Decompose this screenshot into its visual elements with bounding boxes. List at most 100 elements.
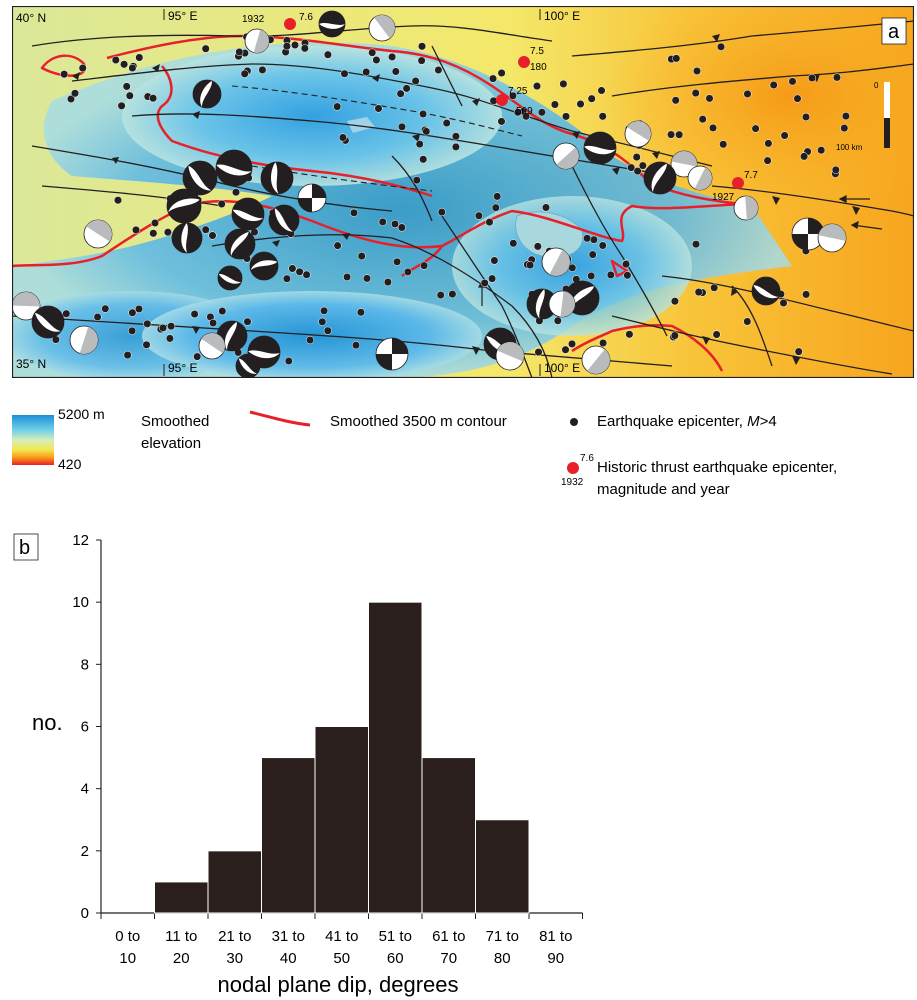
y-tick-label: 12	[72, 532, 89, 549]
epicenter-dot	[208, 231, 217, 240]
focal-mechanism-icon	[260, 161, 294, 195]
epicenter-dot	[576, 99, 585, 109]
epicenter-dot	[497, 68, 506, 78]
focal-mechanism-icon	[368, 14, 396, 42]
focal-mechanism-icon	[192, 79, 222, 109]
epicenter-dot	[282, 42, 291, 51]
epicenter-dot	[532, 82, 542, 91]
epicenter-dot	[135, 53, 144, 62]
focal-mechanism-icon	[643, 161, 677, 195]
x-tick-label: 61 to	[432, 928, 465, 945]
epicenter-dot	[190, 310, 199, 319]
epicenter-dot	[743, 317, 752, 326]
focal-mechanism-icon	[624, 120, 652, 148]
historic-quakes: 1932 7.6 7.5 180 7.25 509 7.7 1927	[242, 12, 758, 203]
histogram-bar	[207, 850, 262, 914]
epicenter-dot	[402, 84, 411, 93]
svg-text:1927: 1927	[712, 192, 735, 203]
x-tick-label: 40	[280, 950, 297, 967]
epicenter-dot	[393, 257, 402, 266]
epicenter-dot	[333, 102, 342, 111]
epicenter-dot	[388, 52, 397, 61]
focal-mechanism-icon	[581, 345, 611, 375]
focal-mechanism-icon	[215, 149, 253, 187]
focal-mechanism-icon	[182, 160, 218, 196]
y-axis-label: no.	[32, 710, 63, 735]
epicenter-legend-swatch	[570, 418, 578, 426]
epicenter-dot	[318, 317, 327, 326]
epicenter-dot	[794, 347, 803, 356]
epicenter-dot	[793, 94, 802, 103]
epicenter-dot	[420, 261, 429, 270]
epicenter-dot	[120, 60, 129, 69]
epicenter-dot	[800, 152, 809, 161]
focal-mechanism-icon	[375, 337, 409, 371]
lon-label-95-bottom: 95° E	[168, 361, 197, 375]
lat-label-south: 35° N	[16, 357, 46, 371]
y-tick-label: 8	[81, 656, 89, 673]
focal-mechanism-icon	[268, 204, 300, 236]
epicenter-dot	[323, 326, 332, 335]
historic-legend-label-1: Historic thrust earthquake epicenter,	[597, 459, 837, 476]
epicenter-dot	[368, 48, 377, 57]
epicenter-dot	[397, 122, 407, 131]
epicenter-dot	[598, 112, 607, 121]
focal-mechanism-icon	[244, 28, 270, 54]
y-tick-label: 0	[81, 905, 89, 922]
elevation-min-label: 420	[58, 456, 82, 472]
focal-mechanism-icon	[31, 305, 65, 339]
epicenter-dot	[78, 64, 87, 73]
svg-text:1932: 1932	[242, 14, 265, 25]
x-tick-label: 50	[333, 950, 350, 967]
epicenter-dot	[338, 133, 347, 142]
epicenter-dot	[719, 140, 728, 149]
y-tick-label: 6	[81, 719, 89, 736]
x-tick-label: 81 to	[539, 928, 572, 945]
focal-mechanism-icon	[751, 276, 781, 306]
epicenter-dot	[491, 203, 500, 212]
historic-legend-swatch	[567, 462, 579, 474]
epicenter-dot	[670, 331, 679, 340]
epicenter-dot	[526, 261, 535, 270]
epicenter-dot	[240, 69, 249, 78]
epicenter-dot	[397, 223, 406, 232]
x-tick-label: 31 to	[272, 928, 305, 945]
svg-text:0: 0	[874, 81, 879, 90]
epicenter-dot	[320, 306, 329, 315]
focal-mechanism-icon	[198, 332, 226, 360]
focal-mechanism-icon	[318, 10, 346, 38]
epicenter-dot	[587, 94, 596, 103]
epicenter-dot	[779, 298, 788, 308]
epicenter-dot	[165, 334, 174, 343]
epicenter-dot	[840, 124, 849, 133]
epicenter-dot	[383, 278, 392, 287]
epicenter-dot	[509, 239, 518, 248]
epicenter-dot	[362, 274, 372, 283]
epicenter-dot	[627, 163, 636, 172]
focal-mechanisms	[12, 10, 847, 378]
focal-mechanism-icon	[231, 197, 265, 231]
focal-mechanism-icon	[224, 228, 256, 260]
epicenter-dot	[533, 242, 542, 251]
x-tick-label: 80	[494, 950, 511, 967]
epicenter-dot	[123, 351, 132, 360]
epicenter-dot	[282, 274, 291, 283]
epicenter-dot	[201, 44, 210, 53]
epicenter-dot	[128, 63, 137, 73]
epicenter-dot	[149, 229, 158, 238]
svg-text:1932: 1932	[561, 477, 584, 488]
epicenter-dot	[193, 352, 202, 361]
epicenter-dot	[142, 340, 151, 349]
epicenter-dot	[764, 139, 773, 148]
epicenter-dot	[158, 323, 168, 332]
focal-mechanism-icon	[548, 290, 576, 318]
epicenter-dot	[587, 271, 596, 280]
map-panel-label: a	[888, 21, 900, 43]
epicenter-dot	[390, 219, 400, 229]
epicenter-dot	[372, 55, 381, 65]
epicenter-dot	[93, 312, 102, 322]
svg-text:7.7: 7.7	[744, 170, 758, 181]
epicenter-dot	[667, 130, 676, 139]
focal-mechanism-icon	[297, 183, 327, 213]
x-tick-label: 30	[226, 950, 243, 967]
